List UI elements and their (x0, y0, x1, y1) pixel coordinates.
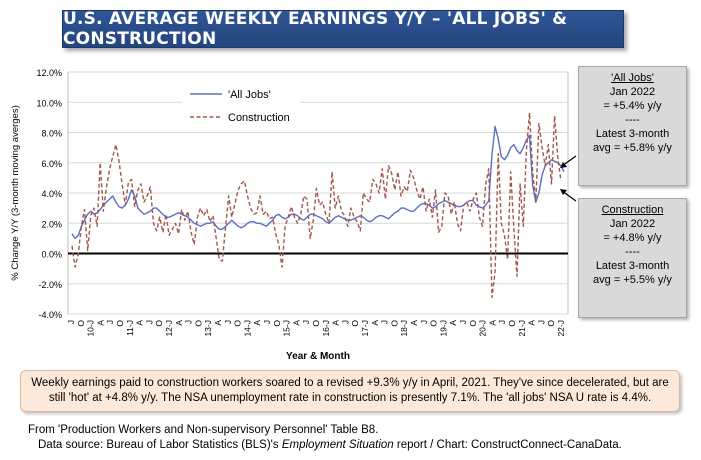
callout-construction: Construction Jan 2022 = +4.8% y/y ---- L… (578, 198, 687, 318)
source-suffix: report / Chart: ConstructConnect-CanaDat… (393, 439, 622, 451)
x-tick-label: A (448, 320, 458, 326)
x-tick-label: 14-J (242, 320, 252, 337)
x-tick-label: O (350, 320, 360, 327)
x-tick-label: 15-J (282, 320, 292, 337)
y-axis-title: % Change Y/Y (3-month moving averges) (10, 105, 21, 281)
callout-all-jobs-line1: Jan 2022 (609, 86, 656, 98)
x-tick-label: O (115, 320, 125, 327)
callout-all-jobs-line2: = +5.4% y/y (603, 100, 662, 112)
x-tick-label: J (380, 320, 390, 324)
x-tick-label: 16-J (321, 320, 331, 337)
callout-all-jobs: 'All Jobs' Jan 2022 = +5.4% y/y ---- Lat… (578, 66, 687, 186)
x-tick-label: J (184, 320, 194, 324)
y-tick-label: 0.0% (41, 250, 62, 260)
x-tick-label: 10-J (86, 320, 96, 337)
callout-construction-heading: Construction (601, 204, 664, 216)
source-line-1: From 'Production Workers and Non-supervi… (28, 424, 379, 436)
x-tick-label: A (291, 320, 301, 326)
x-tick-label: A (370, 320, 380, 326)
x-tick-label: J (419, 320, 429, 324)
x-tick-label: J (66, 320, 76, 324)
x-tick-label: A (174, 320, 184, 326)
y-tick-label: 10.0% (36, 98, 62, 108)
x-tick-label: 19-J (438, 320, 448, 337)
x-axis-title: Year & Month (286, 351, 350, 362)
x-tick-label: O (76, 320, 86, 327)
x-tick-label: A (487, 320, 497, 326)
commentary-note: Weekly earnings paid to construction wor… (20, 370, 680, 412)
y-tick-label: -4.0% (38, 310, 62, 320)
x-tick-label: A (135, 320, 145, 326)
x-tick-label: J (340, 320, 350, 324)
x-tick-label: O (154, 320, 164, 327)
y-tick-label: 12.0% (36, 68, 62, 78)
source-line-2: Data source: Bureau of Labor Statistics … (38, 439, 622, 451)
chart-title: U.S. AVERAGE WEEKLY EARNINGS Y/Y – 'ALL … (62, 9, 624, 49)
x-tick-label: J (105, 320, 115, 324)
callout-all-jobs-line4: avg = +5.8% y/y (593, 142, 672, 154)
x-tick-label: J (223, 320, 233, 324)
x-tick-label: J (144, 320, 154, 324)
x-tick-label: O (193, 320, 203, 327)
x-tick-label: O (272, 320, 282, 327)
x-tick-label: J (536, 320, 546, 324)
x-tick-label: 22-J (556, 320, 566, 337)
y-tick-label: -2.0% (38, 280, 62, 290)
x-tick-label: 11-J (125, 320, 135, 336)
x-tick-label: J (262, 320, 272, 324)
x-tick-label: O (546, 320, 556, 327)
x-tick-label: O (233, 320, 243, 327)
x-tick-label: A (252, 320, 262, 326)
y-tick-label: 4.0% (41, 189, 62, 199)
callout-all-jobs-line3: Latest 3-month (595, 128, 670, 140)
x-tick-label: A (409, 320, 419, 326)
legend-box (182, 82, 300, 132)
series-construction-line (71, 112, 562, 299)
y-tick-label: 6.0% (41, 159, 62, 169)
x-tick-label: 17-J (360, 320, 370, 337)
x-tick-label: O (468, 320, 478, 327)
x-tick-label: J (497, 320, 507, 324)
x-tick-label: A (95, 320, 105, 326)
x-tick-label: 18-J (399, 320, 409, 337)
x-tick-label: 13-J (203, 320, 213, 337)
callout-all-jobs-heading: 'All Jobs' (611, 72, 654, 84)
line-chart: -4.0% -2.0% 0.0% 2.0% 4.0% 6.0% 8.0% 10.0% 12.0%… (10, 68, 577, 362)
callout-construction-line4: avg = +5.5% y/y (593, 274, 672, 286)
x-tick-label: O (507, 320, 517, 327)
x-tick-label: O (311, 320, 321, 327)
x-tick-label: J (458, 320, 468, 324)
callout-construction-sep: ---- (625, 246, 640, 258)
legend-label-construction: Construction (228, 112, 290, 124)
callout-construction-line3: Latest 3-month (595, 260, 670, 272)
arrow-head-construction (560, 189, 567, 195)
arrow-head-all-jobs (560, 162, 567, 168)
x-tick-label: A (331, 320, 341, 326)
source-prefix: Data source: Bureau of Labor Statistics … (38, 439, 282, 451)
x-tick-label: J (301, 320, 311, 324)
callout-all-jobs-sep: ---- (625, 114, 640, 126)
y-tick-label: 8.0% (41, 129, 62, 139)
source-italic: Employment Situation (281, 439, 394, 451)
x-tick-label: 12-J (164, 320, 174, 337)
series-all-jobs-line (71, 125, 565, 240)
callout-construction-line2: = +4.8% y/y (603, 232, 662, 244)
legend-label-all-jobs: 'All Jobs' (228, 89, 271, 101)
x-tick-label: O (389, 320, 399, 327)
x-tick-label: O (429, 320, 439, 327)
y-tick-label: 2.0% (41, 219, 62, 229)
callout-construction-line1: Jan 2022 (609, 218, 656, 230)
x-tick-label: 21-J (517, 320, 527, 337)
x-tick-label: A (213, 320, 223, 326)
x-tick-label: A (527, 320, 537, 326)
x-tick-label: 20-J (478, 320, 488, 337)
